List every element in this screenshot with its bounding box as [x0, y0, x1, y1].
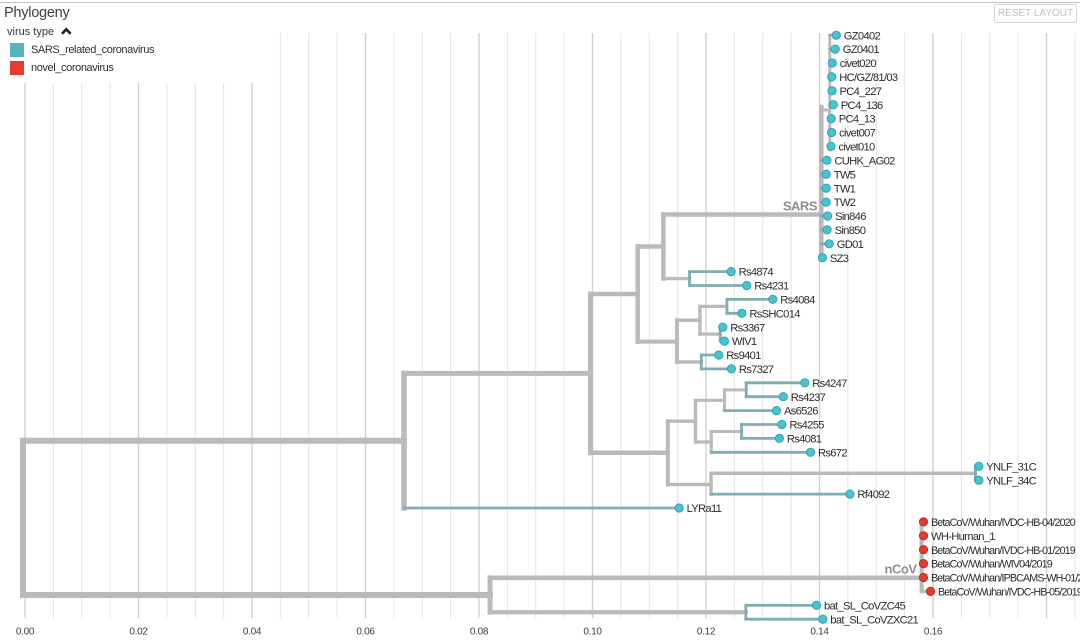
svg-text:0.08: 0.08	[470, 627, 489, 638]
svg-text:bat_SL_CoVZXC21: bat_SL_CoVZXC21	[830, 614, 918, 626]
svg-text:BetaCoV/Wuhan/IVDC-HB-04/2020: BetaCoV/Wuhan/IVDC-HB-04/2020	[931, 517, 1076, 529]
svg-text:civet007: civet007	[839, 128, 876, 140]
svg-text:BetaCoV/Wuhan/IVDC-HB-05/2019: BetaCoV/Wuhan/IVDC-HB-05/2019	[938, 587, 1080, 599]
svg-text:TW5: TW5	[834, 169, 856, 181]
svg-text:RsSHC014: RsSHC014	[749, 308, 800, 320]
svg-text:0.06: 0.06	[356, 627, 375, 638]
svg-text:PC4_136: PC4_136	[841, 100, 883, 112]
svg-text:CUHK_AG02: CUHK_AG02	[834, 155, 895, 167]
svg-text:SZ3: SZ3	[830, 253, 849, 265]
svg-text:As6526: As6526	[784, 406, 818, 418]
svg-text:GZ0401: GZ0401	[843, 44, 880, 56]
svg-text:Rs4237: Rs4237	[791, 392, 826, 404]
svg-text:TW2: TW2	[834, 197, 856, 209]
svg-text:0.12: 0.12	[697, 627, 716, 638]
svg-text:0.10: 0.10	[583, 627, 602, 638]
svg-text:Rs4255: Rs4255	[789, 420, 824, 432]
svg-text:civet020: civet020	[840, 58, 877, 70]
svg-text:Rs4231: Rs4231	[754, 281, 789, 293]
svg-text:BetaCoV/Wuhan/WIV04/2019: BetaCoV/Wuhan/WIV04/2019	[931, 559, 1053, 571]
svg-text:0.00: 0.00	[16, 627, 35, 638]
svg-text:0.16: 0.16	[924, 627, 943, 638]
svg-text:SARS: SARS	[783, 199, 818, 214]
svg-text:WIV1: WIV1	[732, 336, 757, 348]
svg-text:Rs9401: Rs9401	[726, 350, 761, 362]
svg-text:0.14: 0.14	[810, 627, 829, 638]
svg-text:0.04: 0.04	[243, 627, 262, 638]
svg-text:Rs4874: Rs4874	[739, 267, 774, 279]
svg-text:Rf4092: Rf4092	[857, 489, 889, 501]
svg-text:WH-Human_1: WH-Human_1	[931, 531, 995, 543]
svg-text:GZ0402: GZ0402	[844, 30, 881, 42]
svg-text:HC/GZ/81/03: HC/GZ/81/03	[839, 72, 898, 84]
svg-text:GD01: GD01	[837, 239, 864, 251]
svg-text:YNLF_34C: YNLF_34C	[986, 475, 1036, 487]
svg-text:civet010: civet010	[839, 142, 876, 154]
svg-text:PC4_13: PC4_13	[839, 114, 876, 126]
svg-text:Rs7327: Rs7327	[739, 364, 774, 376]
svg-text:Rs3367: Rs3367	[730, 322, 765, 334]
svg-text:Rs4081: Rs4081	[787, 434, 822, 446]
svg-text:Rs4247: Rs4247	[812, 378, 847, 390]
svg-text:bat_SL_CoVZC45: bat_SL_CoVZC45	[824, 600, 905, 612]
svg-text:Sin846: Sin846	[835, 211, 866, 223]
svg-text:YNLF_31C: YNLF_31C	[986, 461, 1036, 473]
svg-text:Rs672: Rs672	[818, 447, 847, 459]
svg-text:BetaCoV/Wuhan/IVDC-HB-01/2019: BetaCoV/Wuhan/IVDC-HB-01/2019	[931, 545, 1076, 557]
svg-text:TW1: TW1	[834, 183, 856, 195]
svg-text:PC4_227: PC4_227	[840, 86, 882, 98]
svg-text:BetaCoV/Wuhan/IPBCAMS-WH-01/20: BetaCoV/Wuhan/IPBCAMS-WH-01/2019	[931, 573, 1080, 585]
svg-text:nCoV: nCoV	[885, 562, 918, 577]
svg-text:LYRa11: LYRa11	[687, 503, 722, 515]
svg-text:Sin850: Sin850	[835, 225, 866, 237]
svg-text:Rs4084: Rs4084	[780, 295, 815, 307]
svg-text:0.02: 0.02	[129, 627, 148, 638]
